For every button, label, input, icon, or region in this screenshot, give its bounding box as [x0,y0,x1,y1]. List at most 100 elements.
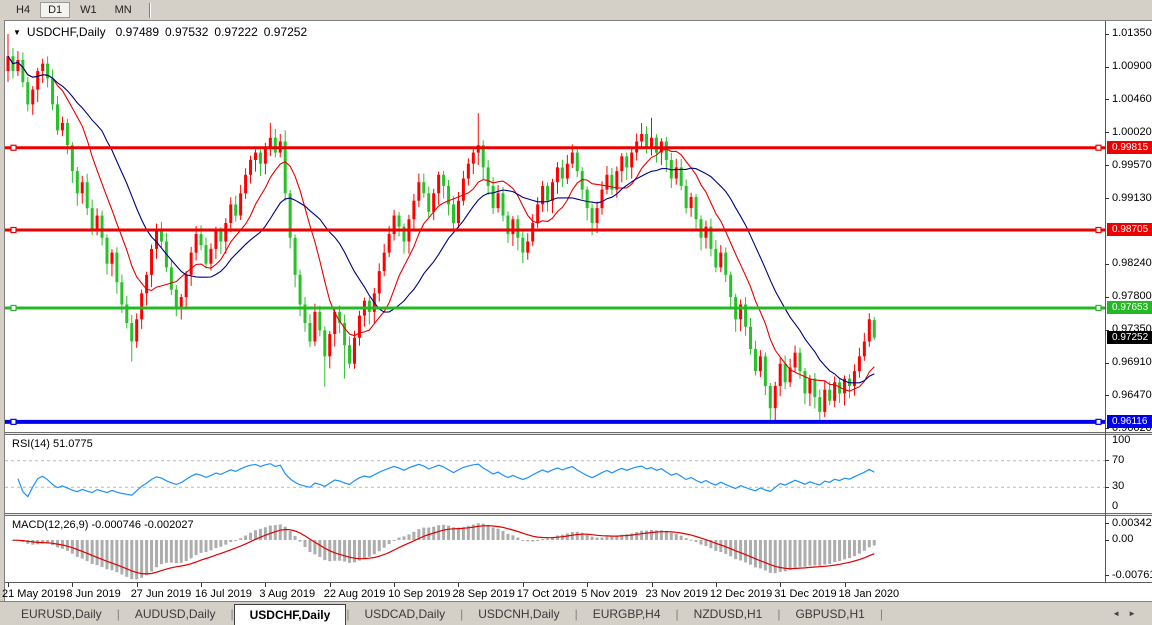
candle-body [412,200,416,220]
candle-body [684,185,688,209]
macd-histogram-bar [174,540,178,564]
macd-histogram-bar [501,530,505,540]
price-tick-label: 0.99570 [1112,158,1152,171]
price-tick [1105,132,1109,134]
macd-label: MACD(12,26,9) -0.000746 -0.002027 [12,519,194,531]
macd-histogram-bar [456,527,460,540]
candle-body [95,215,99,231]
candle-body [798,352,802,372]
macd-histogram-bar [41,540,45,544]
candle-body [313,311,317,342]
macd-histogram-bar [164,540,168,563]
candle-body [303,304,307,323]
date-tick-label: 21 May 2019 [2,588,66,600]
macd-histogram-bar [244,535,248,540]
candle-body [521,237,525,253]
macd-histogram-bar [343,540,347,562]
candle-body [640,134,644,142]
line-handle[interactable] [1095,226,1102,234]
tab-usdchf[interactable]: USDCHF,Daily [233,604,347,625]
date-axis[interactable]: 21 May 2019 8 Jun 2019 27 Jun 2019 16 Jul 2… [2,582,1152,602]
candle-body [580,171,584,190]
main-chart-panel[interactable]: ▼ USDCHF,Daily 0.97489 0.97532 0.97222 0… [5,21,1152,432]
macd-histogram-bar [125,540,129,577]
line-handle[interactable] [10,226,17,234]
macd-histogram-bar [145,540,149,576]
candle-body [442,174,446,186]
macd-histogram-bar [258,528,262,540]
tab-separator: | [230,607,234,621]
line-handle[interactable] [1095,144,1102,151]
macd-panel[interactable]: MACD(12,26,9) -0.000746 -0.002027 [5,516,1152,582]
candle-body [818,397,822,412]
timeframe-button-h4[interactable]: H4 [16,4,31,16]
line-handle[interactable] [1095,418,1102,425]
macd-histogram-bar [758,540,762,569]
tab-scroll-right-icon[interactable]: ► [1128,609,1144,618]
date-tick [458,583,460,587]
macd-histogram-bar [70,540,74,554]
panel-splitter[interactable] [5,432,1152,435]
chart-tab-bar: EURUSD,Daily | AUDUSD,Daily | USDCHF,Daily | U… [0,601,1152,625]
chart-marker-icon: ▼ [13,27,21,37]
price-tick [1105,362,1109,364]
macd-histogram-bar [402,536,406,540]
timeframe-button-d1[interactable]: D1 [40,2,71,18]
candle-body [546,185,550,201]
candle-body [803,371,807,394]
price-tick [1105,66,1109,68]
tab-usdcnh[interactable]: USDCNH,Daily [478,607,560,621]
line-handle[interactable] [10,418,17,425]
tab-usdcad[interactable]: USDCAD,Daily [364,607,446,621]
date-tick-label: 10 Sep 2019 [388,588,451,600]
macd-histogram-bar [654,530,658,540]
candle-body [387,234,391,253]
tab-gbpusd[interactable]: GBPUSD,H1 [795,607,865,621]
tab-separator: | [460,607,464,621]
macd-histogram-bar [204,540,208,552]
macd-histogram-bar [546,538,550,540]
macd-chart[interactable] [5,516,1105,582]
candle-body [565,163,569,179]
candle-body [768,385,772,409]
candle-body [843,378,847,394]
candle-body [155,230,158,249]
candle-body [531,222,535,242]
candle-body [506,215,510,235]
timeframe-button-mn[interactable]: MN [114,4,132,16]
tab-nzdusd[interactable]: NZDUSD,H1 [693,607,763,621]
rsi-panel[interactable]: RSI(14) 51.0775 [5,435,1152,513]
macd-histogram-bar [357,540,361,561]
date-tick [329,583,331,587]
line-handle[interactable] [10,144,17,151]
date-tick [394,583,396,587]
macd-histogram-bar [783,540,787,572]
line-handle[interactable] [10,304,17,312]
timeframe-button-w1[interactable]: W1 [80,4,97,16]
macd-histogram-bar [833,540,837,563]
tab-scroll-left-icon[interactable]: ◄ [1112,609,1129,618]
macd-histogram-bar [630,533,634,540]
candle-body [511,219,515,235]
macd-histogram-bar [234,540,238,541]
macd-histogram-bar [422,527,426,540]
macd-histogram-bar [664,531,668,540]
tab-eurusd[interactable]: EURUSD,Daily [21,607,102,621]
candle-body [862,341,866,357]
macd-histogram-bar [80,540,84,559]
candle-body [26,82,30,105]
rsi-chart[interactable] [5,435,1105,513]
candle-body [288,193,292,238]
tab-separator: | [777,607,781,621]
candle-body [110,252,114,264]
panel-splitter[interactable] [5,513,1152,516]
macd-histogram-bar [551,537,554,540]
candle-body [432,193,436,212]
tab-audusd[interactable]: AUDUSD,Daily [134,607,216,621]
line-handle[interactable] [1095,304,1102,312]
candlestick-chart[interactable] [5,21,1105,432]
macd-histogram-bar [838,540,842,562]
macd-histogram-bar [46,540,50,544]
tab-eurgbp[interactable]: EURGBP,H4 [592,607,661,621]
